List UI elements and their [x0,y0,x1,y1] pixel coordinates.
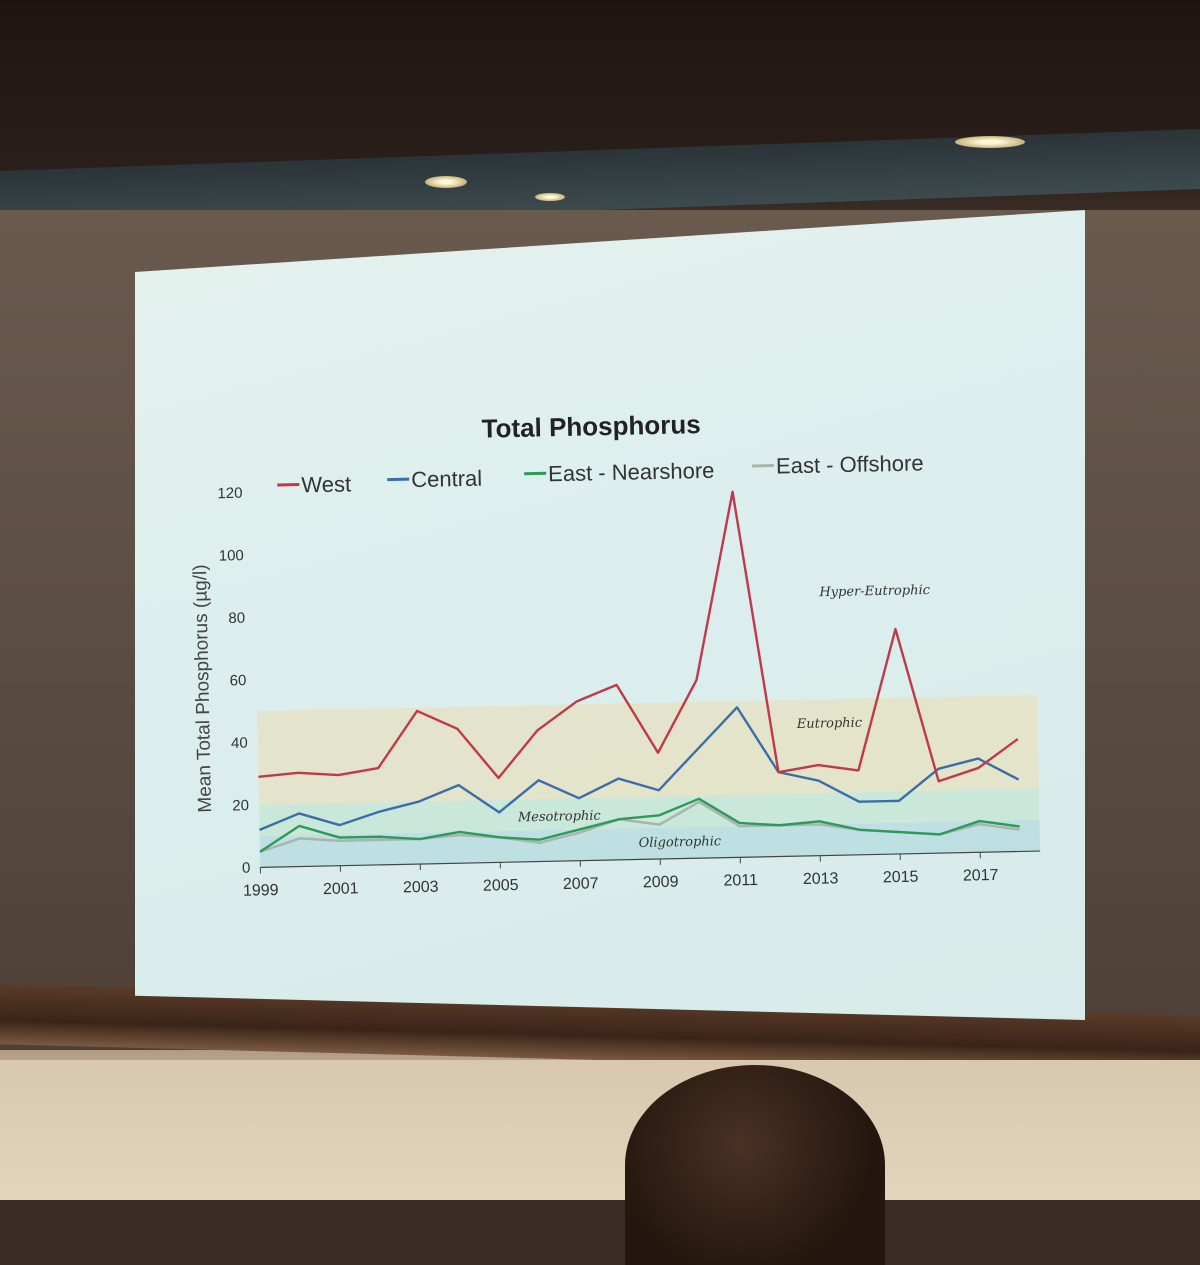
legend-label-east-nearshore: East - Nearshore [548,458,715,486]
x-tick-label: 2009 [643,874,679,892]
y-tick-label: 120 [217,485,242,503]
x-tick-label: 1999 [243,882,279,900]
floor-wall [0,1060,1200,1200]
y-tick-label: 100 [219,547,244,565]
x-tick-label: 2001 [323,880,359,898]
y-tick-label: 40 [231,735,248,752]
y-axis-label: Mean Total Phosphorus (µg/l) [190,564,216,813]
x-tick-label: 2013 [803,870,839,888]
legend-label-central: Central [411,466,482,492]
y-tick-label: 60 [230,672,247,689]
x-tick-label: 2017 [963,867,999,885]
band-label-hyper-eutrophic: Hyper-Eutrophic [818,583,931,600]
y-tick-label: 20 [232,797,249,814]
band-eutrophic [257,695,1039,805]
band-label-mesotrophic: Mesotrophic [517,809,602,826]
legend-label-east-offshore: East - Offshore [776,450,924,478]
x-tick-label: 2015 [883,869,919,887]
phosphorus-line-chart: Oligotrophic Mesotrophic Eutrophic Hyper-Eu… [135,210,1085,1020]
ceiling-light [425,176,467,188]
y-tick-label: 0 [242,860,251,877]
x-tick-label: 2003 [403,879,439,897]
legend-label-west: West [301,471,351,497]
band-label-oligotrophic: Oligotrophic [638,834,722,851]
band-label-eutrophic: Eutrophic [796,716,863,732]
audience-head [625,1065,885,1265]
x-tick-label: 2007 [563,875,599,893]
x-tick-label: 2011 [723,872,758,890]
ceiling-light [955,136,1025,148]
chart-title: Total Phosphorus [481,409,701,444]
projected-slide: Oligotrophic Mesotrophic Eutrophic Hyper-Eu… [135,210,1085,1020]
ceiling-light [535,193,565,201]
lecture-room-background: Oligotrophic Mesotrophic Eutrophic Hyper-Eu… [0,0,1200,1200]
x-tick-label: 2005 [483,877,519,895]
chart-legend: West Central East - Nearshore East - Offsho… [277,450,924,498]
y-tick-label: 80 [228,610,245,627]
